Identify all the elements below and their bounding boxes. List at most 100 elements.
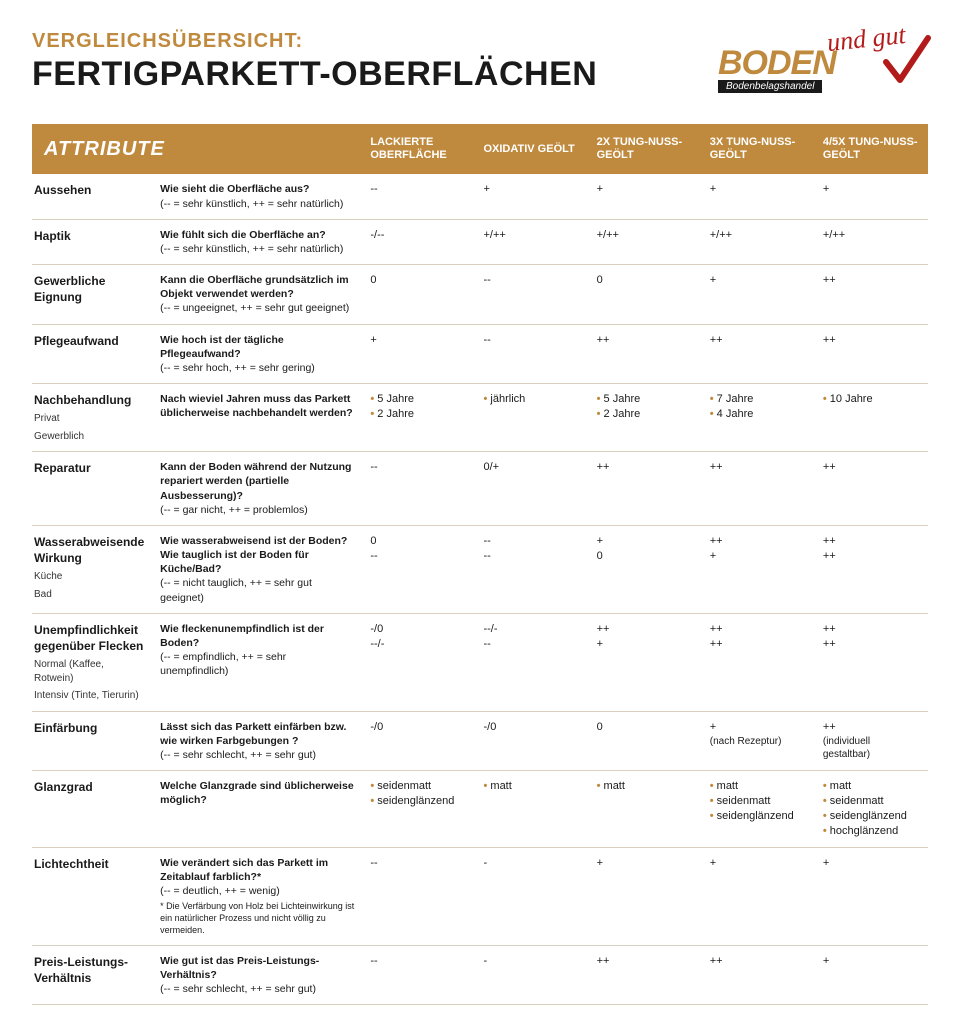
value-cell: matt [589, 771, 702, 847]
value-line: - [483, 954, 580, 969]
value-line: ++ [710, 637, 807, 652]
value-line: +/++ [823, 228, 920, 243]
question-text: Lässt sich das Parkett einfärben bzw. wi… [160, 720, 354, 748]
value-cell: 5 Jahre2 Jahre [362, 384, 475, 452]
table-body: AussehenWie sieht die Oberfläche aus?(--… [32, 174, 928, 1004]
attr-cell: NachbehandlungPrivatGewerblich [32, 384, 152, 452]
value-line: + [483, 182, 580, 197]
value-line: 2 Jahre [370, 407, 467, 422]
value-cell: -- [475, 265, 588, 325]
attr-subline: Küche [34, 570, 144, 584]
table-row: Wasserabweisende WirkungKücheBadWie wass… [32, 525, 928, 613]
legend-text: (-- = sehr künstlich, ++ = sehr natürlic… [160, 198, 343, 210]
value-cell: +++ [589, 613, 702, 711]
value-line: ++ [823, 333, 920, 348]
value-line: +/++ [597, 228, 694, 243]
value-line: matt [710, 779, 807, 794]
value-cell: mattseidenmattseidenglänzend [702, 771, 815, 847]
header-col-3: 3X TUNG-NUSS-GEÖLT [702, 124, 815, 174]
value-line: + [710, 720, 807, 735]
value-line: (nach Rezeptur) [710, 735, 807, 749]
value-line: seidenmatt [823, 794, 920, 809]
value-cell: -- [362, 847, 475, 945]
table-header-row: ATTRIBUTE LACKIERTE OBERFLÄCHE OXIDATIV … [32, 124, 928, 174]
value-line: ++ [597, 333, 694, 348]
value-cell: +/++ [815, 219, 928, 264]
value-line: -/0 [483, 720, 580, 735]
attr-cell: Unempfindlichkeit gegenüber FleckenNorma… [32, 613, 152, 711]
value-line: 0 [597, 720, 694, 735]
desc-cell: Lässt sich das Parkett einfärben bzw. wi… [152, 711, 362, 771]
value-cell: 5 Jahre2 Jahre [589, 384, 702, 452]
page-header: VERGLEICHSÜBERSICHT: FERTIGPARKETT-OBERF… [32, 30, 928, 100]
desc-cell: Nach wieviel Jahren muss das Parkett übl… [152, 384, 362, 452]
value-line: ++ [710, 622, 807, 637]
value-cell: ++ [589, 945, 702, 1005]
question-text: Wie sieht die Oberfläche aus? [160, 182, 354, 196]
value-line: + [370, 333, 467, 348]
value-cell: +(nach Rezeptur) [702, 711, 815, 771]
desc-cell: Wie wasserabweisend ist der Boden? Wie t… [152, 525, 362, 613]
page-title: FERTIGPARKETT-OBERFLÄCHEN [32, 55, 718, 94]
value-line: jährlich [483, 392, 580, 407]
value-line: 7 Jahre [710, 392, 807, 407]
value-cell: ++ [815, 265, 928, 325]
attr-cell: Pflegeaufwand [32, 324, 152, 384]
value-cell: ++ [589, 324, 702, 384]
value-line: ++ [823, 460, 920, 475]
value-line: -- [370, 954, 467, 969]
header-col-2: 2X TUNG-NUSS-GEÖLT [589, 124, 702, 174]
value-line: ++ [710, 954, 807, 969]
value-line: ++ [823, 720, 920, 735]
value-line: hochglänzend [823, 824, 920, 839]
header-col-4: 4/5X TUNG-NUSS-GEÖLT [815, 124, 928, 174]
question-text: Kann der Boden während der Nutzung repar… [160, 460, 354, 503]
table-row: Unempfindlichkeit gegenüber FleckenNorma… [32, 613, 928, 711]
value-line: ++ [597, 460, 694, 475]
value-cell: -- [362, 452, 475, 526]
value-line: 0 [597, 549, 694, 564]
value-line: -- [483, 333, 580, 348]
legend-text: (-- = sehr schlecht, ++ = sehr gut) [160, 749, 316, 761]
value-cell: -/0 [362, 711, 475, 771]
header-col-1: OXIDATIV GEÖLT [475, 124, 588, 174]
value-line: 5 Jahre [370, 392, 467, 407]
value-line: matt [823, 779, 920, 794]
value-line: ++ [823, 622, 920, 637]
value-cell: +/++ [702, 219, 815, 264]
value-line: ++ [823, 637, 920, 652]
value-cell: ++ [702, 452, 815, 526]
value-line: -/0 [370, 720, 467, 735]
value-cell: +/++ [475, 219, 588, 264]
value-cell: + [475, 174, 588, 219]
desc-cell: Wie fleckenunempfindlich ist der Boden?(… [152, 613, 362, 711]
value-line: seidenglänzend [823, 809, 920, 824]
legend-text: (-- = ungeeignet, ++ = sehr gut geeignet… [160, 302, 349, 314]
question-text: Wie fühlt sich die Oberfläche an? [160, 228, 354, 242]
header-col-0: LACKIERTE OBERFLÄCHE [362, 124, 475, 174]
value-line: matt [483, 779, 580, 794]
value-line: -/0 [370, 622, 467, 637]
desc-cell: Wie gut ist das Preis-Leistungs-Verhältn… [152, 945, 362, 1005]
value-cell: --/--- [475, 613, 588, 711]
attr-cell: Einfärbung [32, 711, 152, 771]
table-row: ReparaturKann der Boden während der Nutz… [32, 452, 928, 526]
value-cell: + [815, 945, 928, 1005]
logo-wordmark: BODEN [718, 44, 836, 83]
value-cell: -/0--/- [362, 613, 475, 711]
desc-cell: Kann der Boden während der Nutzung repar… [152, 452, 362, 526]
value-line: -- [370, 460, 467, 475]
value-cell: ++ [702, 324, 815, 384]
value-line: ++ [710, 333, 807, 348]
value-line: +/++ [483, 228, 580, 243]
checkmark-icon [882, 32, 932, 92]
value-cell: ++ [815, 324, 928, 384]
pretitle: VERGLEICHSÜBERSICHT: [32, 30, 718, 53]
value-line: --/- [370, 637, 467, 652]
legend-text: (-- = empfindlich, ++ = sehr unempfindli… [160, 651, 286, 677]
value-line: + [710, 549, 807, 564]
value-cell: + [362, 324, 475, 384]
value-line: ++ [823, 534, 920, 549]
value-line: ++ [597, 954, 694, 969]
table-row: LichtechtheitWie verändert sich das Park… [32, 847, 928, 945]
